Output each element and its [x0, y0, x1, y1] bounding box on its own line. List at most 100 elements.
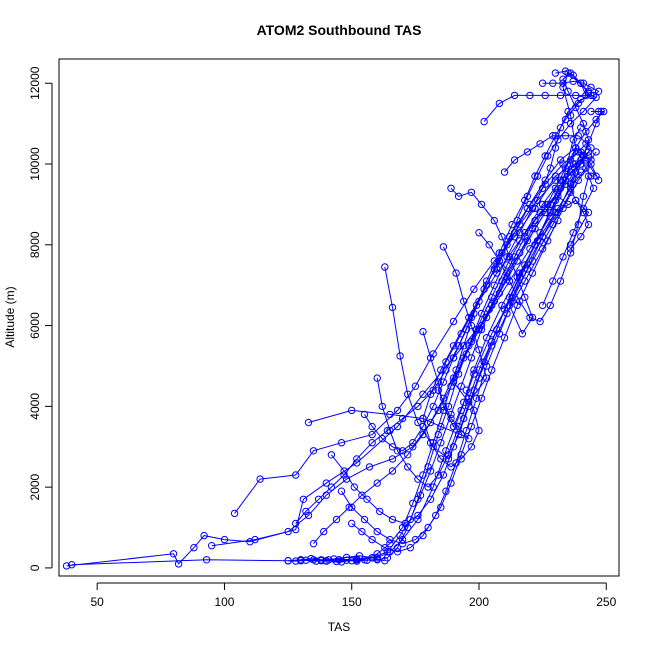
data-point — [447, 463, 455, 471]
data-point — [470, 406, 478, 415]
data-point — [554, 216, 562, 225]
data-point — [579, 107, 588, 116]
data-point — [200, 531, 208, 540]
data-point — [373, 479, 381, 487]
data-point — [538, 301, 547, 310]
data-point — [439, 471, 448, 479]
data-point — [302, 556, 310, 564]
data-point — [594, 107, 603, 116]
data-point — [467, 188, 476, 197]
data-point — [551, 132, 560, 140]
data-point — [577, 124, 585, 132]
data-point — [460, 354, 468, 362]
x-tick-label: 100 — [214, 595, 234, 609]
data-point — [190, 544, 198, 552]
data-point — [482, 334, 491, 342]
data-point — [230, 509, 239, 518]
data-point — [434, 378, 442, 386]
data-point — [454, 342, 463, 350]
data-point — [449, 342, 458, 350]
data-point — [388, 303, 397, 312]
data-point — [309, 540, 318, 548]
data-point — [467, 354, 476, 362]
data-point — [388, 467, 397, 475]
data-point — [584, 152, 593, 160]
data-point — [592, 148, 600, 156]
data-point — [513, 301, 521, 310]
data-point — [365, 463, 374, 471]
series-line — [478, 174, 595, 323]
data-point — [317, 556, 325, 564]
data-point — [531, 172, 539, 180]
data-point — [551, 144, 560, 152]
data-point — [327, 483, 336, 491]
axes: 50 100 150 200 250 0 2000 4000 6000 8000 10000 1200… — [28, 66, 617, 609]
data-point — [526, 200, 534, 209]
data-point — [472, 325, 481, 334]
data-point — [462, 426, 470, 435]
data-point — [536, 140, 544, 148]
data-point — [449, 317, 458, 326]
data-point — [477, 394, 486, 402]
data-point — [439, 406, 448, 415]
data-point — [541, 204, 549, 213]
data-point — [500, 334, 509, 342]
data-point — [454, 192, 463, 201]
data-point — [561, 176, 570, 184]
data-point — [307, 554, 315, 563]
data-point — [538, 233, 547, 241]
data-point — [541, 91, 549, 100]
x-tick-label: 50 — [91, 595, 105, 609]
data-point — [495, 289, 504, 297]
data-point — [594, 87, 603, 96]
data-point — [398, 535, 407, 544]
data-point — [475, 426, 483, 435]
data-point — [447, 479, 455, 487]
data-point — [531, 241, 539, 249]
data-point — [528, 204, 537, 213]
data-point — [419, 422, 427, 431]
data-point — [447, 184, 455, 193]
data-point — [490, 297, 498, 305]
data-point — [559, 204, 567, 213]
data-point — [516, 249, 524, 257]
data-point — [332, 515, 341, 524]
data-point — [309, 447, 318, 455]
y-tick-label: 10000 — [28, 147, 42, 181]
data-point — [554, 204, 562, 213]
data-point — [322, 557, 330, 565]
data-point — [460, 297, 468, 305]
data-point — [523, 265, 532, 273]
data-point — [495, 330, 504, 338]
series-line — [308, 195, 569, 440]
data-point — [442, 358, 450, 366]
data-point — [584, 136, 593, 144]
data-point — [447, 382, 455, 390]
y-tick-label: 4000 — [28, 393, 42, 420]
data-point — [467, 443, 476, 451]
data-point — [523, 148, 532, 156]
data-point — [454, 422, 463, 431]
series-line — [288, 555, 385, 563]
data-point — [426, 467, 435, 475]
data-point — [337, 439, 346, 447]
data-point — [432, 511, 440, 520]
data-point — [457, 382, 465, 390]
data-point — [538, 200, 547, 209]
data-point — [488, 338, 496, 346]
data-point — [404, 463, 412, 471]
data-point — [424, 483, 432, 491]
data-point — [556, 176, 565, 184]
data-point — [439, 243, 448, 251]
data-point — [434, 406, 442, 415]
data-point — [498, 301, 506, 310]
data-point — [442, 487, 450, 495]
data-point — [373, 527, 381, 536]
data-point — [503, 261, 511, 269]
data-point — [584, 148, 593, 156]
data-point — [533, 196, 542, 205]
data-series — [475, 172, 598, 326]
data-point — [574, 132, 582, 140]
y-tick-label: 8000 — [28, 231, 42, 258]
